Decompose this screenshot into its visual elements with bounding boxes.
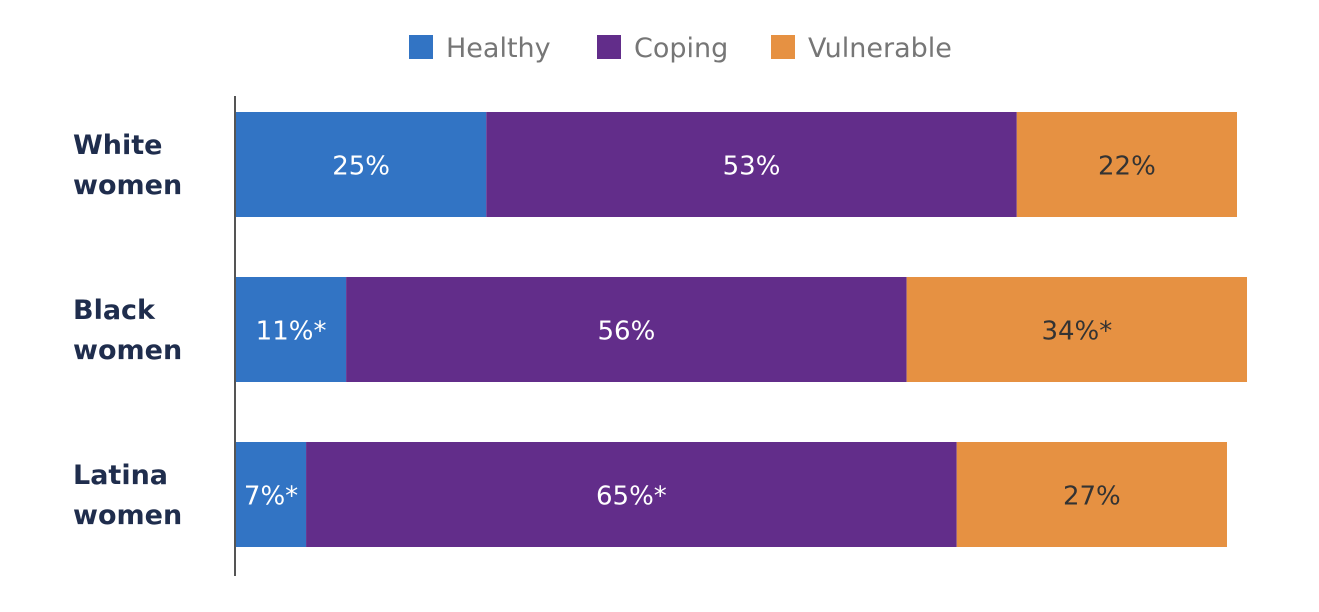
category-label-latina-line2: women — [73, 500, 182, 531]
legend-label-vulnerable: Vulnerable — [808, 33, 952, 64]
bar-black-vulnerable — [906, 277, 1248, 382]
legend-swatch-vulnerable — [771, 35, 795, 59]
category-label-white-line2: women — [73, 170, 182, 201]
data-label-black-healthy: 11%* — [256, 317, 327, 347]
category-label-black-line1: Black — [73, 295, 156, 326]
category-labels: White women Black women Latina women — [73, 130, 182, 531]
data-label-white-vulnerable: 22% — [1098, 152, 1156, 182]
category-label-white-line1: White — [73, 130, 162, 161]
data-label-white-healthy: 25% — [332, 152, 390, 182]
data-label-white-coping: 53% — [723, 152, 781, 182]
bar-latina-healthy — [236, 442, 307, 547]
bar-latina-coping — [306, 442, 957, 547]
bar-latina-vulnerable — [956, 442, 1227, 547]
category-label-black-line2: women — [73, 335, 182, 366]
bar-white-vulnerable — [1016, 112, 1237, 217]
data-label-latina-vulnerable: 27% — [1063, 482, 1121, 512]
data-label-black-coping: 56% — [597, 317, 655, 347]
legend-label-healthy: Healthy — [446, 33, 551, 64]
bar-white-healthy — [236, 112, 487, 217]
legend-label-coping: Coping — [634, 33, 728, 64]
bar-black-coping — [346, 277, 907, 382]
data-label-black-vulnerable: 34%* — [1041, 317, 1112, 347]
bar-black-healthy — [236, 277, 347, 382]
chart-bars: 25% 53% 22% 11%* 56% 34%* 7%* 65%* 27% — [236, 112, 1248, 547]
data-label-latina-healthy: 7%* — [244, 482, 298, 512]
legend-swatch-coping — [597, 35, 621, 59]
category-label-latina-line1: Latina — [73, 460, 168, 491]
bar-white-coping — [486, 112, 1017, 217]
legend-swatch-healthy — [409, 35, 433, 59]
data-label-latina-coping: 65%* — [596, 482, 667, 512]
chart-legend: Healthy Coping Vulnerable — [409, 33, 952, 64]
